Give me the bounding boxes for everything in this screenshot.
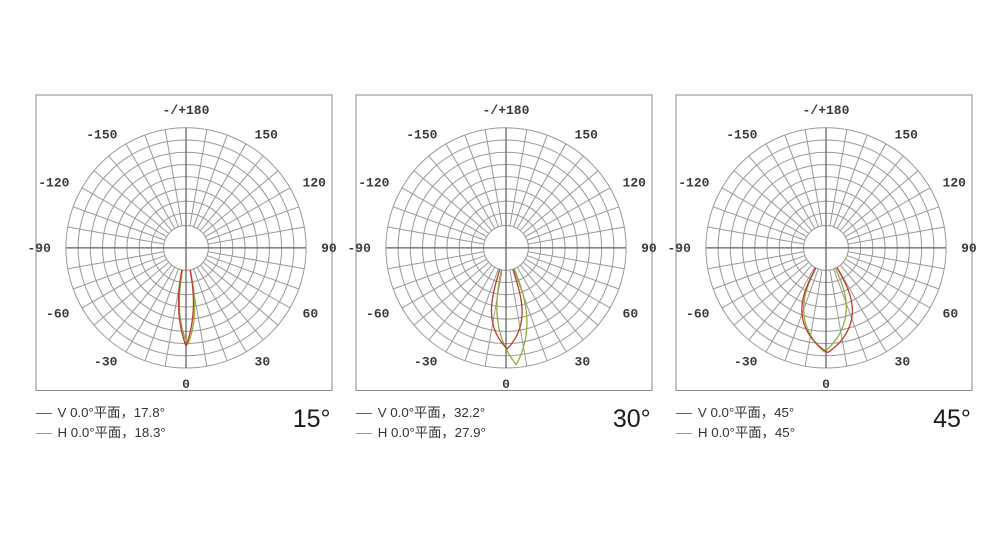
svg-text:-30: -30: [94, 354, 118, 369]
svg-text:150: 150: [894, 127, 918, 142]
svg-text:-120: -120: [38, 175, 69, 190]
svg-text:30: 30: [574, 354, 590, 369]
svg-text:30: 30: [254, 354, 270, 369]
svg-text:-60: -60: [46, 306, 70, 321]
svg-text:-/+180: -/+180: [162, 102, 209, 117]
svg-text:-/+180: -/+180: [482, 102, 529, 117]
svg-text:-90: -90: [667, 240, 691, 255]
svg-text:-60: -60: [686, 306, 710, 321]
svg-text:-120: -120: [678, 175, 709, 190]
svg-text:-/+180: -/+180: [802, 102, 849, 117]
svg-text:-150: -150: [86, 127, 117, 142]
svg-text:-120: -120: [358, 175, 389, 190]
svg-text:120: 120: [942, 175, 966, 190]
svg-text:60: 60: [942, 306, 958, 321]
svg-text:90: 90: [321, 240, 337, 255]
svg-text:150: 150: [574, 127, 598, 142]
svg-text:30: 30: [894, 354, 910, 369]
svg-text:90: 90: [641, 240, 657, 255]
svg-text:150: 150: [254, 127, 278, 142]
svg-text:-90: -90: [27, 240, 51, 255]
svg-text:-60: -60: [366, 306, 390, 321]
svg-text:120: 120: [622, 175, 646, 190]
svg-text:-30: -30: [414, 354, 438, 369]
svg-text:0: 0: [822, 377, 830, 392]
svg-text:-90: -90: [347, 240, 371, 255]
svg-text:60: 60: [622, 306, 638, 321]
svg-text:90: 90: [961, 240, 977, 255]
svg-text:0: 0: [182, 377, 190, 392]
svg-text:0: 0: [502, 377, 510, 392]
svg-text:60: 60: [302, 306, 318, 321]
svg-text:120: 120: [302, 175, 326, 190]
svg-text:-150: -150: [406, 127, 437, 142]
svg-text:-30: -30: [734, 354, 758, 369]
svg-text:-150: -150: [726, 127, 757, 142]
